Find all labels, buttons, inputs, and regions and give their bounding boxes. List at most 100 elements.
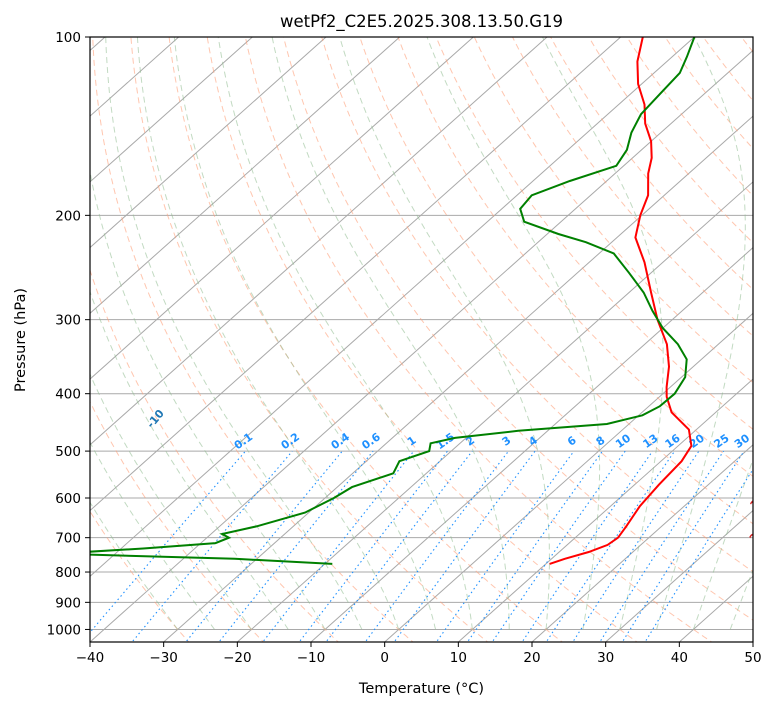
isotherm-line (90, 37, 548, 446)
x-tick-label: 0 (380, 650, 389, 666)
y-tick-label: 200 (55, 208, 81, 224)
dry-adiabat-line (206, 37, 638, 642)
moist-adiabat-label: 20 (747, 525, 767, 545)
mixing-ratio-line (364, 450, 509, 642)
mixing-ratio-line (491, 450, 626, 642)
moist-adiabat-line (217, 37, 473, 630)
y-tick-label: 1000 (47, 622, 81, 638)
dry-adiabat-line (130, 37, 489, 642)
moist-adiabat-line (426, 37, 601, 630)
dry-adiabat-label: -10 (144, 407, 167, 431)
moist-adiabat-line (656, 37, 746, 630)
y-tick-label: 700 (55, 531, 81, 547)
mixing-ratio-line (393, 450, 536, 642)
dry-adiabat-line (664, 37, 753, 150)
y-axis: 100 200 300 400 500 600 700 800 900 1000 (47, 30, 90, 638)
moist-adiabat-line (90, 441, 215, 630)
mixing-ratio-label: 13 (641, 432, 661, 451)
x-tick-label: −20 (223, 650, 252, 666)
mixing-ratio-line (90, 450, 246, 634)
moist-adiabat-line (173, 37, 437, 630)
dry-adiabat-line (92, 37, 414, 642)
x-tick-label: 30 (597, 650, 614, 666)
isotherm-line (384, 312, 753, 642)
y-axis-title: Pressure (hPa) (13, 288, 29, 392)
dry-adiabat-line (90, 268, 339, 642)
isotherm-line (90, 37, 327, 249)
mixing-ratio-label: 0.1 (232, 430, 255, 452)
moist-adiabat-label: 0 (757, 449, 772, 464)
dry-adiabat-line (473, 37, 753, 384)
mixing-ratio-line (644, 468, 753, 642)
y-tick-label: 800 (55, 565, 81, 581)
isotherm-line (90, 37, 401, 315)
y-tick-label: 300 (55, 313, 81, 329)
y-tick-label: 600 (55, 491, 81, 507)
mixing-ratio-label: 25 (712, 432, 732, 451)
moist-adiabat-line (541, 37, 664, 630)
dry-adiabat-line (321, 37, 753, 573)
isotherm-line (237, 181, 753, 642)
mixing-ratio-line (185, 450, 343, 642)
mixing-ratio-line (521, 450, 653, 642)
x-tick-label: −30 (149, 650, 178, 666)
moist-adiabat-line (136, 37, 400, 630)
dry-adiabat-line (90, 510, 190, 642)
isotherm-line (310, 246, 753, 642)
isotherm-line (458, 378, 753, 642)
moist-adiabat-line (90, 373, 252, 630)
mixing-ratio-label: 10 (613, 431, 633, 451)
mixing-ratio-line (599, 450, 725, 642)
isotherm-line (90, 49, 753, 642)
background-lines (90, 37, 753, 642)
mixing-ratio-label: 36 (753, 431, 773, 451)
mixing-ratio-line (131, 450, 293, 642)
plot-frame (89, 36, 754, 643)
dry-adiabat-line (168, 37, 564, 642)
moist-adiabat-line (90, 169, 326, 630)
mixing-ratio-label: 6 (565, 434, 579, 449)
moist-adiabat-label: 30 (758, 554, 775, 574)
x-axis-title: Temperature (°C) (358, 681, 484, 697)
mixing-ratio-line (466, 450, 603, 642)
mixing-ratio-label: 3 (500, 434, 514, 449)
dry-adiabat-line (397, 37, 753, 478)
chart-title: wetPf2_C2E5.2025.308.13.50.G19 (280, 12, 563, 32)
dewpoint-profile (90, 37, 696, 565)
isotherm-line (90, 37, 622, 512)
x-tick-label: 10 (450, 650, 467, 666)
y-tick-label: 500 (55, 444, 81, 460)
mixing-ratio-label: 0.2 (279, 430, 302, 452)
isotherm-line (90, 37, 695, 577)
y-tick-label: 900 (55, 595, 81, 611)
profile-lines (90, 37, 696, 565)
moist-adiabat-line (90, 290, 289, 630)
y-tick-label: 400 (55, 387, 81, 403)
mixing-ratio-line (621, 450, 745, 642)
moist-adiabat-line (692, 458, 753, 630)
dry-adiabat-line (511, 37, 753, 337)
mixing-ratio-label: 8 (594, 434, 608, 449)
mixing-ratio-line (325, 450, 473, 642)
x-tick-label: 50 (744, 650, 761, 666)
isotherm-line (679, 575, 753, 642)
moist-adiabat-line (105, 37, 363, 630)
mixing-ratio-line (298, 450, 448, 642)
moist-adiabat-line (90, 501, 179, 630)
dry-adiabat-line (282, 37, 753, 621)
mixing-ratio-label: 4 (526, 434, 540, 449)
x-axis: −40 −30 −20 −10 0 10 20 30 40 50 (76, 642, 762, 666)
x-tick-label: 20 (523, 650, 540, 666)
temperature-profile (549, 37, 693, 565)
mixing-ratio-line (262, 450, 415, 642)
y-tick-label: 100 (55, 30, 81, 46)
x-tick-label: −40 (76, 650, 105, 666)
isotherm-line (531, 444, 753, 642)
mixing-ratio-line (545, 450, 676, 642)
x-tick-label: −10 (297, 650, 326, 666)
mixing-ratio-label: 16 (663, 431, 683, 451)
isotherm-line (752, 641, 753, 642)
overlay-labels: 0.10.20.40.611.52346810131620253036-100-… (90, 376, 775, 574)
moist-adiabat-line (339, 37, 550, 630)
